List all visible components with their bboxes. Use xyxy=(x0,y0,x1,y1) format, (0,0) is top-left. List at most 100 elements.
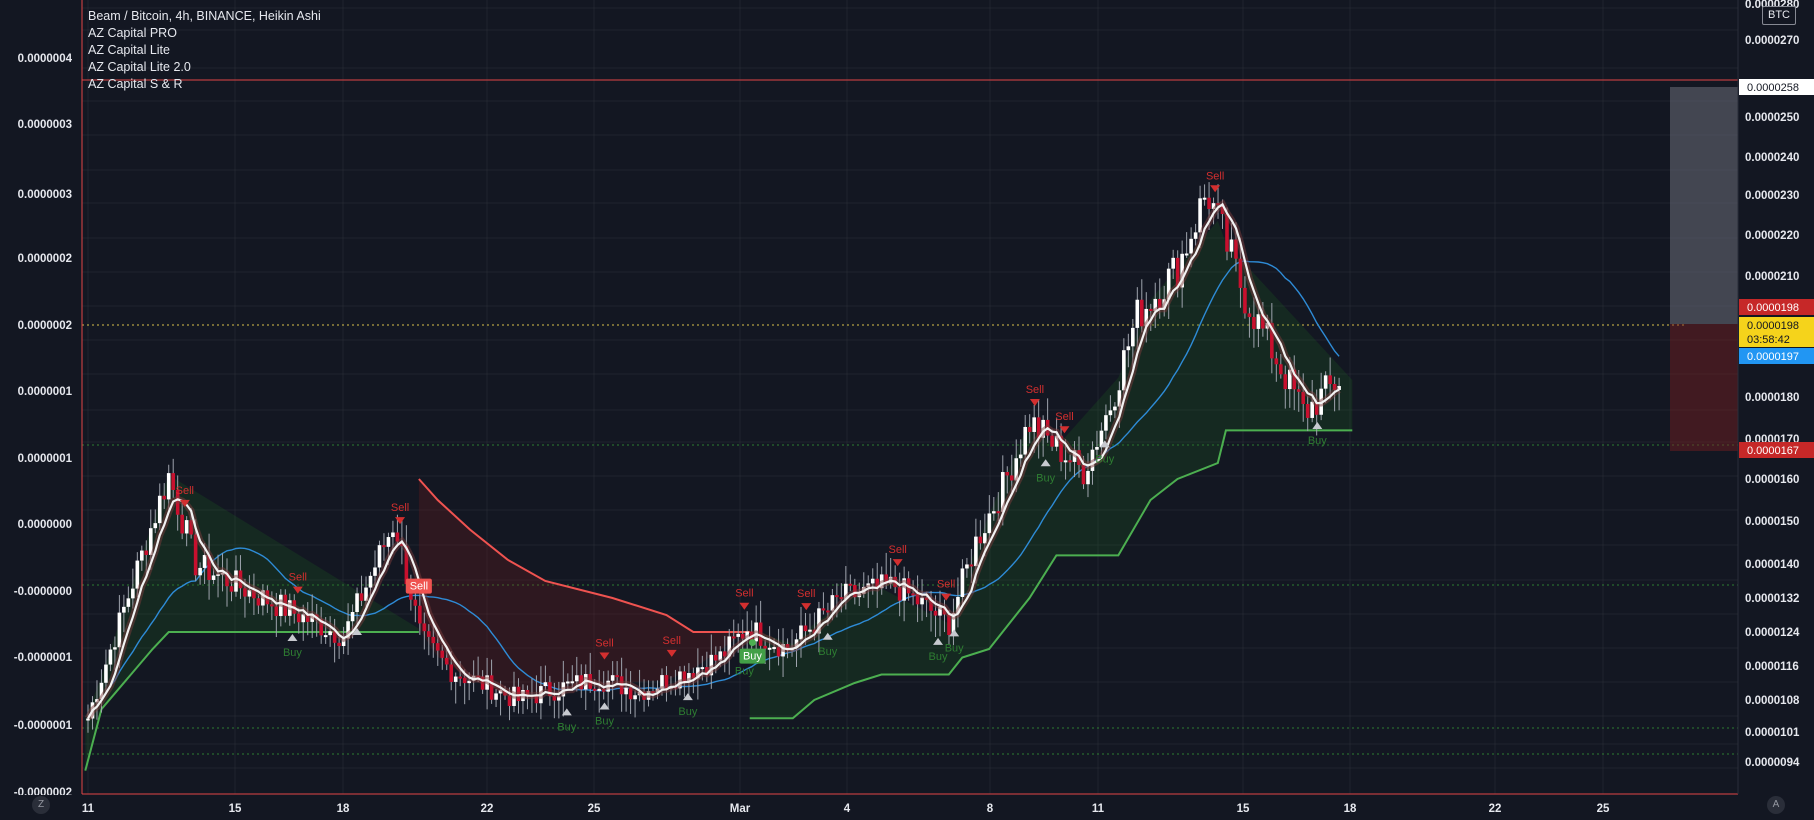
price-tag-bg xyxy=(1739,317,1814,333)
candle-body xyxy=(341,638,346,647)
candle-body xyxy=(1135,299,1140,328)
candle-body xyxy=(386,537,391,547)
left-axis: 0.0000004 0.0000003 0.0000003 0.0000002 0.00… xyxy=(14,53,73,799)
sell-label: Sell xyxy=(889,544,907,556)
indicator-az-capital-lite-2[interactable]: AZ Capital Lite 2.0 xyxy=(88,60,191,74)
buy-arrow xyxy=(561,708,572,716)
candle-body xyxy=(826,610,830,613)
resistance-trail-line xyxy=(418,478,750,633)
buy-label: Buy xyxy=(678,706,697,718)
candle-body xyxy=(722,651,727,657)
candle-body xyxy=(184,520,189,534)
candle-body xyxy=(965,564,969,569)
symbol-title[interactable]: Beam / Bitcoin, 4h, BINANCE, Heikin Ashi xyxy=(88,9,321,23)
candle-body xyxy=(171,473,176,490)
buy-arrow xyxy=(933,637,944,645)
candle-body xyxy=(323,635,328,638)
candle-body xyxy=(404,545,409,585)
buy-label: Buy xyxy=(818,646,837,658)
candle-body xyxy=(951,613,956,635)
sell-arrow xyxy=(599,652,610,660)
candle-body xyxy=(633,695,637,700)
indicator-az-capital-pro[interactable]: AZ Capital PRO xyxy=(88,26,177,40)
indicator-az-capital-sr[interactable]: AZ Capital S & R xyxy=(88,77,183,91)
candle-body xyxy=(929,599,933,611)
candle-body xyxy=(427,631,431,637)
candle-body xyxy=(772,647,776,650)
candle-body xyxy=(1332,384,1337,390)
x-axis-label: 15 xyxy=(1237,803,1250,815)
candle-body xyxy=(691,673,696,679)
candle-body xyxy=(1211,203,1216,209)
candle-body xyxy=(113,647,117,650)
candle-body xyxy=(1287,369,1292,390)
candle-body xyxy=(1059,435,1063,462)
candle-body xyxy=(247,589,252,597)
candle-body xyxy=(104,664,108,683)
candle-body xyxy=(570,681,575,684)
indicator-az-capital-lite[interactable]: AZ Capital Lite xyxy=(88,43,170,57)
scale-z-button[interactable]: Z xyxy=(32,796,50,814)
candle-body xyxy=(301,614,306,623)
candle-body xyxy=(413,599,418,606)
candle-body xyxy=(552,695,557,701)
candle-body xyxy=(803,625,808,632)
auto-scale-button[interactable]: A xyxy=(1767,796,1785,814)
candle-body xyxy=(1207,197,1211,209)
candle-body xyxy=(830,595,835,611)
candle-body xyxy=(844,583,848,600)
x-axis-label: 25 xyxy=(1597,803,1610,815)
candle-body xyxy=(1193,232,1198,239)
right-axis-label: 0.0000101 xyxy=(1745,727,1800,739)
buy-label: Buy xyxy=(1308,435,1327,447)
x-axis-label: 4 xyxy=(844,803,851,815)
candle-body xyxy=(817,608,821,634)
price-tag-lower_red: 0.0000167 xyxy=(1747,445,1799,457)
candle-body xyxy=(1000,472,1005,512)
candle-body xyxy=(1234,239,1238,259)
chart-legend: Beam / Bitcoin, 4h, BINANCE, Heikin Ashi… xyxy=(88,8,321,93)
x-axis-label: 11 xyxy=(1092,803,1105,815)
left-axis-label: 0.0000002 xyxy=(18,253,72,265)
candle-body xyxy=(848,583,853,586)
buy-arrow xyxy=(822,632,833,640)
candle-body xyxy=(117,612,122,648)
profit-zone xyxy=(1670,87,1738,324)
x-axis-label: 22 xyxy=(481,803,494,815)
candle-body xyxy=(574,675,579,682)
candle-body xyxy=(1184,253,1189,256)
candle-body xyxy=(211,575,216,580)
candle-body xyxy=(987,513,992,534)
candle-body xyxy=(274,606,279,617)
sell-label: Sell xyxy=(289,572,307,584)
candle-body xyxy=(763,645,767,649)
sell-label: Sell xyxy=(797,588,815,600)
candle-body xyxy=(709,654,714,676)
candle-body xyxy=(135,560,140,589)
sell-label: Sell xyxy=(410,581,428,593)
sell-arrow xyxy=(179,499,190,507)
currency-label[interactable]: BTC xyxy=(1762,6,1796,25)
candle-body xyxy=(453,676,458,682)
buy-arrow xyxy=(352,628,362,636)
candle-body xyxy=(1238,258,1243,288)
candle-body xyxy=(700,667,705,670)
trail-fills xyxy=(85,220,1353,771)
price-tag-bg xyxy=(1739,299,1814,315)
candle-body xyxy=(377,545,382,568)
candle-body xyxy=(983,533,987,544)
candle-body xyxy=(1279,364,1283,375)
candle-body xyxy=(395,532,400,542)
price-tag-top_target: 0.0000258 xyxy=(1747,82,1799,94)
sell-arrow xyxy=(1210,185,1221,193)
candle-body xyxy=(332,631,337,643)
right-axis-label: 0.0000210 xyxy=(1745,271,1799,283)
candle-body xyxy=(157,495,162,524)
candle-body xyxy=(418,605,422,624)
candle-body xyxy=(1310,401,1314,418)
sell-arrow xyxy=(801,603,812,611)
price-tag-bg xyxy=(1739,442,1814,458)
candle-body xyxy=(870,578,875,584)
support-zone-fill xyxy=(85,475,419,771)
